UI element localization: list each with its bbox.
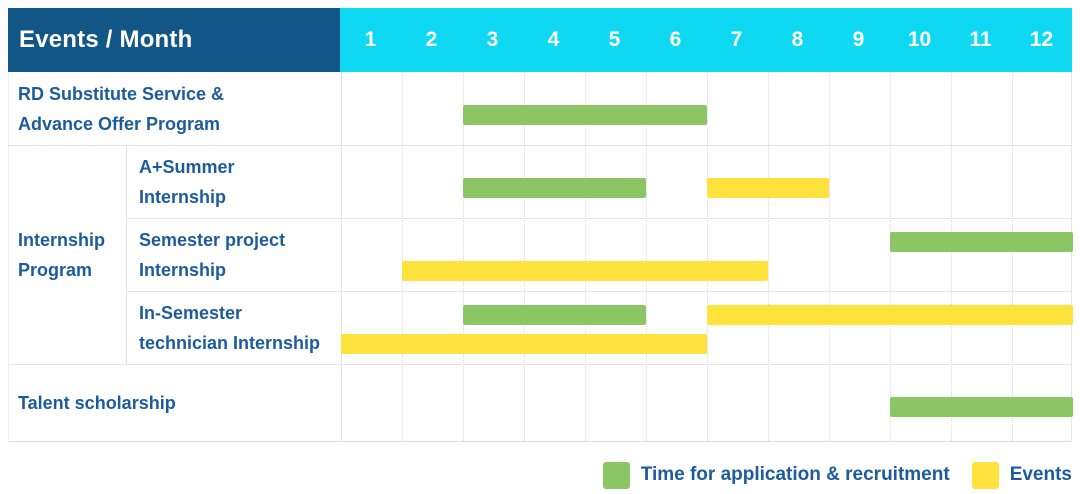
bar-event-row3-2 — [341, 334, 707, 354]
row-label-line: RD Substitute Service & — [18, 83, 225, 104]
month-gridline-5 — [646, 72, 647, 441]
bar-application-row3-0 — [463, 305, 646, 325]
month-header-8: 8 — [791, 28, 804, 51]
row-label-1: A+Summer Internship — [126, 145, 341, 218]
bar-event-row3-1 — [707, 305, 1073, 325]
month-header-6: 6 — [669, 28, 682, 51]
month-header-4: 4 — [547, 28, 560, 51]
table-body: Internship Program RD Substitute Service &… — [8, 72, 1073, 442]
row-label-line: Semester project — [139, 229, 286, 250]
table-header-row: Events / Month 1 2 3 4 5 6 7 8 9 10 11 12 — [8, 8, 1072, 72]
month-gridline-11 — [1012, 72, 1013, 441]
month-header-3: 3 — [486, 28, 499, 51]
legend-label-green: Time for application & recruitment — [640, 464, 950, 485]
bar-event-row2-1 — [402, 261, 768, 281]
row-label-line: A+Summer — [139, 156, 235, 177]
month-gridline-1 — [402, 72, 403, 441]
month-header-10: 10 — [907, 28, 932, 51]
group-label-internship-program: Internship Program — [9, 145, 126, 364]
legend-swatch-yellow — [971, 461, 999, 489]
month-gridline-6 — [707, 72, 708, 441]
bar-application-row2-0 — [890, 232, 1073, 252]
month-gridline-2 — [463, 72, 464, 441]
month-header-5: 5 — [608, 28, 621, 51]
row-separator-2 — [126, 218, 1071, 219]
label-chart-divider — [341, 72, 342, 442]
bar-application-row1-0 — [463, 178, 646, 198]
month-gridline-8 — [829, 72, 830, 441]
month-gridline-10 — [951, 72, 952, 441]
group-label-line: Program — [18, 259, 93, 280]
month-header-strip: 1 2 3 4 5 6 7 8 9 10 11 12 — [340, 8, 1072, 72]
row-label-4: Talent scholarship — [9, 364, 341, 442]
group-sublabel-divider — [126, 145, 127, 364]
legend-item-yellow: Events — [971, 461, 1072, 489]
row-label-line: Internship — [139, 186, 227, 207]
group-label-line: Internship — [18, 229, 106, 250]
bar-event-row1-1 — [707, 178, 829, 198]
bar-application-row4-0 — [890, 397, 1073, 417]
month-header-9: 9 — [852, 28, 865, 51]
month-gridline-7 — [768, 72, 769, 441]
month-header-11: 11 — [969, 28, 992, 51]
row-label-line: Advance Offer Program — [18, 113, 221, 134]
month-header-1: 1 — [364, 28, 377, 51]
legend-label-yellow: Events — [1009, 464, 1072, 485]
month-header-7: 7 — [730, 28, 743, 51]
month-header-2: 2 — [425, 28, 438, 51]
row-separator-4 — [9, 364, 1071, 365]
bar-application-row0-0 — [463, 105, 707, 125]
row-separator-1 — [9, 145, 1071, 146]
month-header-12: 12 — [1029, 28, 1054, 51]
row-label-3: In-Semester technician Internship — [126, 291, 341, 364]
month-gridline-3 — [524, 72, 525, 441]
month-gridline-9 — [890, 72, 891, 441]
events-month-table: Events / Month 1 2 3 4 5 6 7 8 9 10 11 12 Internshi… — [8, 8, 1073, 442]
legend-item-green: Time for application & recruitment — [602, 461, 950, 489]
row-separator-3 — [126, 291, 1071, 292]
row-label-2: Semester project Internship — [126, 218, 341, 291]
row-label-line: technician Internship — [139, 332, 321, 353]
row-label-0: RD Substitute Service & Advance Offer Pro… — [9, 72, 341, 145]
chart-legend: Time for application & recruitment Events — [602, 460, 1072, 490]
legend-swatch-green — [602, 461, 630, 489]
row-label-line: Internship — [139, 259, 227, 280]
row-label-line: Talent scholarship — [18, 393, 176, 413]
month-gridline-4 — [585, 72, 586, 441]
header-title-cell: Events / Month — [8, 8, 340, 72]
row-label-line: In-Semester — [139, 302, 243, 323]
table-title: Events / Month — [19, 26, 193, 53]
